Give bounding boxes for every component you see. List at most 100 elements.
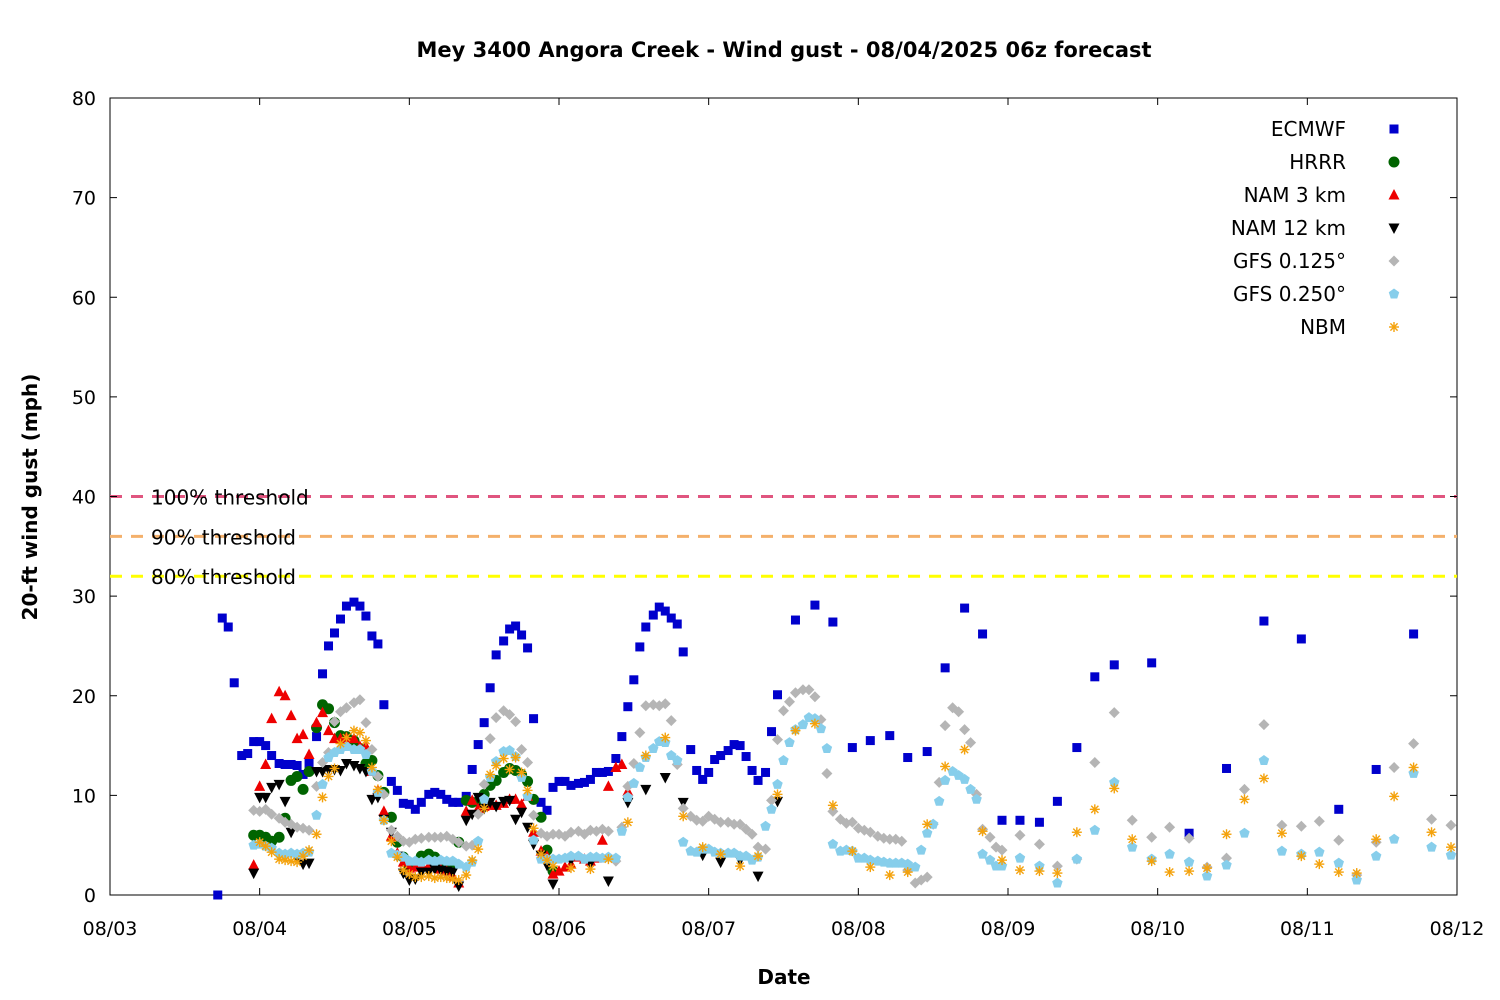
point-5-41 xyxy=(504,745,515,755)
point-0-69 xyxy=(641,622,651,632)
point-5-121 xyxy=(1014,852,1026,863)
y-tick-label-8: 80 xyxy=(72,88,96,110)
point-0-4 xyxy=(237,751,247,761)
point-0-63 xyxy=(603,766,613,776)
threshold-label-0: 100% threshold xyxy=(151,486,309,510)
point-0-76 xyxy=(686,745,696,755)
point-4-84 xyxy=(772,734,784,746)
point-0-79 xyxy=(704,767,714,777)
point-6-67 xyxy=(922,819,933,830)
point-6-77 xyxy=(1109,783,1120,794)
point-6-35 xyxy=(473,844,484,855)
point-4-39 xyxy=(490,712,502,724)
point-0-51 xyxy=(529,714,539,724)
point-0-81 xyxy=(716,751,726,761)
point-4-27 xyxy=(415,832,427,844)
point-0-85 xyxy=(741,752,751,762)
point-2-35 xyxy=(466,794,478,805)
point-4-108 xyxy=(921,871,933,883)
point-4-130 xyxy=(1183,832,1195,844)
point-6-82 xyxy=(1202,863,1213,874)
point-0-93 xyxy=(828,617,838,627)
point-5-124 xyxy=(1071,853,1083,864)
point-0-96 xyxy=(885,731,895,741)
point-0-62 xyxy=(597,767,607,777)
point-5-58 xyxy=(610,852,622,863)
point-5-36 xyxy=(472,835,484,846)
point-3-2 xyxy=(260,792,272,804)
point-5-125 xyxy=(1089,824,1101,835)
point-4-126 xyxy=(1108,707,1120,719)
point-0-35 xyxy=(430,787,440,797)
series-4 xyxy=(248,684,1457,889)
point-4-129 xyxy=(1164,821,1176,833)
y-axis: 0 10 20 30 40 50 60 70 80 xyxy=(72,88,1457,907)
point-1-4 xyxy=(273,831,285,843)
point-5-130 xyxy=(1183,856,1195,867)
point-6-69 xyxy=(959,744,970,755)
series-1 xyxy=(248,699,559,877)
point-2-0 xyxy=(248,859,260,870)
point-0-48 xyxy=(511,621,521,631)
point-6-59 xyxy=(772,789,783,800)
point-0-43 xyxy=(479,718,489,728)
point-5-37 xyxy=(478,793,490,804)
series-0 xyxy=(213,597,1419,900)
point-0-1 xyxy=(217,613,227,623)
point-0-30 xyxy=(398,798,408,808)
point-0-111 xyxy=(1222,763,1232,773)
point-4-28 xyxy=(423,831,435,843)
point-5-69 xyxy=(677,836,689,847)
point-6-49 xyxy=(585,864,596,875)
point-4-132 xyxy=(1221,852,1233,864)
legend-marker-4 xyxy=(1388,255,1400,267)
point-6-20 xyxy=(378,815,389,826)
point-4-115 xyxy=(965,737,977,749)
point-4-111 xyxy=(939,720,951,732)
point-0-87 xyxy=(753,775,763,785)
threshold-label-1: 90% threshold xyxy=(151,525,296,549)
point-0-113 xyxy=(1296,634,1306,644)
point-6-26 xyxy=(416,872,427,883)
point-6-32 xyxy=(453,875,464,886)
point-6-8 xyxy=(304,845,315,856)
point-6-58 xyxy=(753,851,764,862)
point-5-139 xyxy=(1351,874,1362,885)
point-0-114 xyxy=(1334,804,1344,814)
point-4-142 xyxy=(1408,738,1420,750)
y-tick-label-3: 30 xyxy=(72,586,96,608)
point-0-42 xyxy=(473,740,483,750)
point-0-71 xyxy=(654,602,664,612)
point-0-36 xyxy=(436,789,446,799)
point-6-65 xyxy=(884,870,895,881)
point-0-66 xyxy=(623,702,633,712)
point-0-68 xyxy=(635,642,645,652)
point-4-15 xyxy=(340,702,352,714)
point-6-7 xyxy=(298,851,309,862)
y-tick-label-2: 20 xyxy=(72,686,96,708)
point-0-84 xyxy=(735,741,745,751)
point-0-101 xyxy=(978,629,988,639)
legend-marker-6 xyxy=(1389,322,1399,332)
point-5-107 xyxy=(915,844,927,855)
point-6-81 xyxy=(1184,866,1195,877)
point-6-90 xyxy=(1351,868,1362,879)
point-6-40 xyxy=(504,764,515,775)
point-5-93 xyxy=(827,838,839,849)
point-6-68 xyxy=(940,761,951,772)
point-0-107 xyxy=(1090,672,1100,682)
point-3-39 xyxy=(490,801,502,813)
point-6-88 xyxy=(1314,859,1325,870)
point-4-77 xyxy=(728,818,740,830)
point-0-49 xyxy=(517,630,527,640)
point-4-118 xyxy=(984,831,996,843)
y-tick-label-6: 60 xyxy=(72,287,96,309)
point-0-12 xyxy=(286,759,296,769)
point-5-10 xyxy=(311,809,322,820)
point-6-64 xyxy=(865,862,876,873)
legend-label-4: GFS 0.125° xyxy=(1233,249,1346,273)
point-0-94 xyxy=(847,743,857,753)
point-5-61 xyxy=(628,777,640,788)
point-5-92 xyxy=(821,743,833,753)
point-3-0 xyxy=(248,868,260,880)
